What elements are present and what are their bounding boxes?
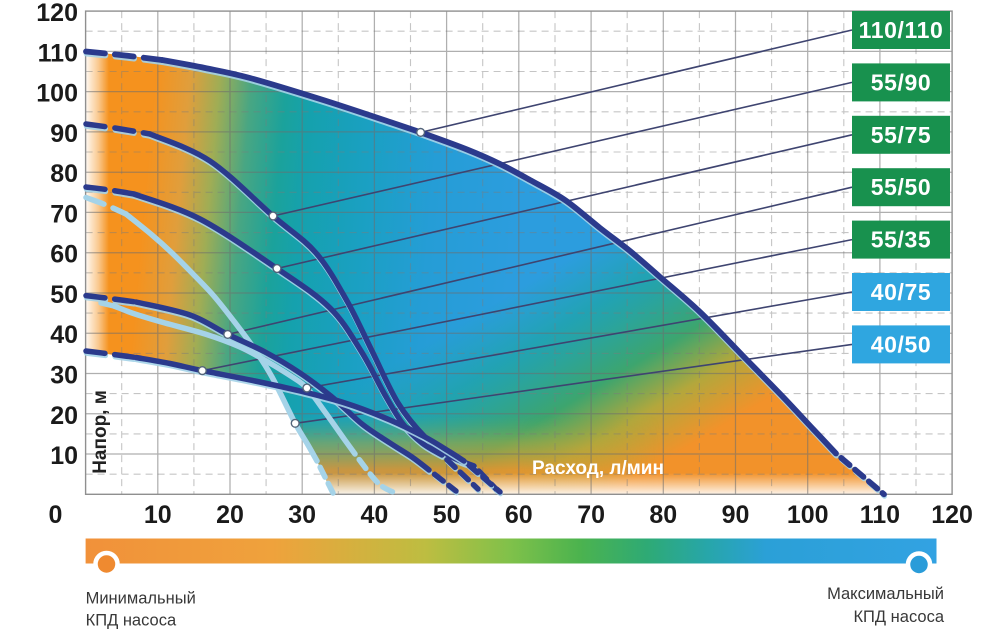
svg-text:10: 10 <box>144 501 172 529</box>
svg-text:Напор, м: Напор, м <box>90 390 111 474</box>
svg-text:50: 50 <box>50 281 78 309</box>
svg-text:90: 90 <box>722 501 750 529</box>
svg-text:70: 70 <box>50 200 78 228</box>
svg-text:55/50: 55/50 <box>871 174 932 200</box>
svg-text:120: 120 <box>36 0 78 27</box>
svg-text:КПД насоса: КПД насоса <box>86 612 177 630</box>
svg-text:50: 50 <box>433 501 461 529</box>
svg-text:60: 60 <box>50 241 78 269</box>
svg-text:100: 100 <box>787 501 829 529</box>
svg-text:55/35: 55/35 <box>871 227 932 253</box>
svg-text:КПД насоса: КПД насоса <box>853 608 944 626</box>
svg-text:110: 110 <box>38 39 78 67</box>
svg-text:80: 80 <box>649 501 677 529</box>
svg-text:Расход, л/мин: Расход, л/мин <box>532 458 664 479</box>
svg-text:40/75: 40/75 <box>871 279 932 305</box>
svg-text:0: 0 <box>49 501 63 529</box>
svg-text:20: 20 <box>50 402 78 430</box>
svg-text:120: 120 <box>931 501 973 529</box>
svg-text:55/75: 55/75 <box>871 122 932 148</box>
svg-text:90: 90 <box>50 120 78 148</box>
svg-text:100: 100 <box>36 80 78 108</box>
svg-text:40: 40 <box>360 501 388 529</box>
svg-text:30: 30 <box>288 501 316 529</box>
svg-text:110: 110 <box>860 501 900 529</box>
svg-text:30: 30 <box>50 362 78 390</box>
svg-text:40: 40 <box>50 321 78 349</box>
svg-text:110/110: 110/110 <box>859 17 944 43</box>
svg-text:80: 80 <box>50 160 78 188</box>
svg-text:70: 70 <box>577 501 605 529</box>
svg-text:10: 10 <box>50 442 78 470</box>
svg-text:55/90: 55/90 <box>871 69 932 95</box>
svg-text:40/50: 40/50 <box>871 331 932 357</box>
svg-text:20: 20 <box>216 501 244 529</box>
svg-text:60: 60 <box>505 501 533 529</box>
svg-text:Максимальный: Максимальный <box>827 585 944 603</box>
svg-text:Минимальный: Минимальный <box>86 590 196 608</box>
